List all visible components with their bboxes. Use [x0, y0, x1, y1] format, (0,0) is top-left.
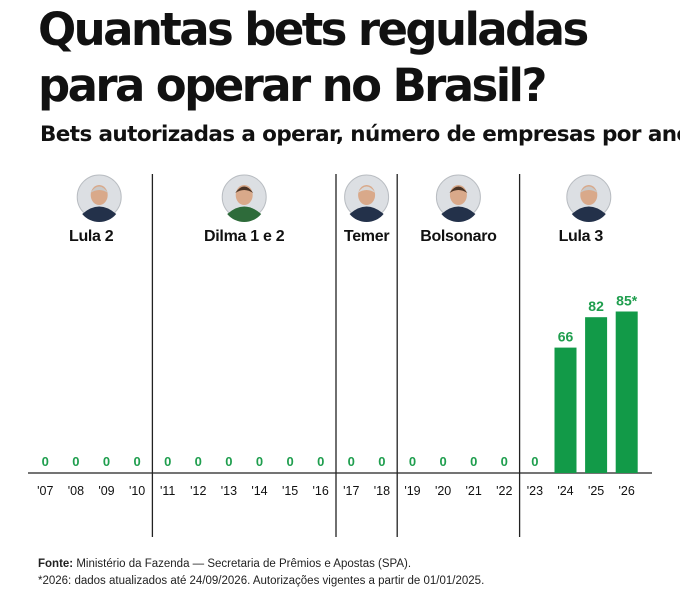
portrait-hair [235, 186, 254, 193]
x-tick-label: '07 [37, 484, 53, 498]
portrait-hair [449, 186, 468, 193]
x-tick-label: '16 [313, 484, 329, 498]
period-label: Dilma 1 e 2 [204, 228, 285, 245]
data-label: 0 [531, 454, 538, 469]
x-tick-label: '25 [588, 484, 604, 498]
period-label: Lula 2 [69, 228, 114, 245]
x-tick-label: '21 [466, 484, 482, 498]
data-label: 0 [409, 454, 416, 469]
x-tick-label: '19 [404, 484, 420, 498]
bar-chart: 0 '07 0 '08 0 '09 0 '10 0 '11 0 '12 0 '13 0 '14 0 '15 0 '16… [28, 174, 652, 537]
source-label: Fonte: [38, 558, 74, 570]
x-tick-label: '22 [496, 484, 512, 498]
source-text: Ministério da Fazenda — Secretaria de Pr… [73, 558, 412, 570]
portrait-shoulders [349, 206, 384, 223]
bar-24 [554, 347, 577, 473]
lula-portrait [76, 174, 122, 223]
portrait-shoulders [227, 206, 262, 223]
data-label: 0 [42, 454, 49, 469]
portrait-shoulders [441, 206, 476, 223]
x-tick-label: '20 [435, 484, 451, 498]
portrait-hair [357, 186, 376, 193]
period-label: Temer [344, 228, 389, 245]
data-label: 66 [558, 329, 574, 345]
source-note: Fonte: Ministério da Fazenda — Secretari… [38, 556, 668, 573]
data-label: 0 [133, 454, 140, 469]
data-label: 0 [501, 454, 508, 469]
page-title: Quantas bets reguladas para operar no Br… [38, 2, 658, 114]
data-label: 82 [588, 298, 604, 314]
portrait-hair [579, 186, 598, 193]
x-tick-label: '17 [343, 484, 359, 498]
data-label: 0 [256, 454, 263, 469]
portrait-shoulders [82, 206, 117, 223]
data-label: 0 [72, 454, 79, 469]
lula-portrait [566, 174, 612, 223]
period-label: Lula 3 [559, 228, 604, 245]
title-line-1: Quantas bets reguladas [38, 3, 589, 56]
data-label: 0 [378, 454, 385, 469]
data-label: 0 [470, 454, 477, 469]
data-label: 0 [195, 454, 202, 469]
x-tick-label: '26 [619, 484, 635, 498]
x-tick-label: '24 [557, 484, 573, 498]
x-tick-label: '11 [160, 484, 175, 498]
portrait-hair [90, 186, 109, 193]
bar-26 [615, 311, 638, 473]
chart-footer: Fonte: Ministério da Fazenda — Secretari… [38, 556, 668, 590]
x-tick-label: '08 [68, 484, 84, 498]
x-tick-label: '15 [282, 484, 298, 498]
data-label: 0 [439, 454, 446, 469]
dilma-portrait [221, 174, 267, 223]
data-label: 0 [348, 454, 355, 469]
x-tick-label: '23 [527, 484, 543, 498]
bar-25 [585, 317, 608, 473]
x-tick-label: '12 [190, 484, 206, 498]
x-tick-label: '18 [374, 484, 390, 498]
title-line-2: para operar no Brasil? [38, 59, 547, 112]
period-label: Bolsonaro [420, 228, 497, 245]
data-label: 0 [286, 454, 293, 469]
x-tick-label: '14 [251, 484, 267, 498]
footnote: *2026: dados atualizados até 24/09/2026.… [38, 575, 485, 587]
data-label: 0 [164, 454, 171, 469]
chart-subtitle: Bets autorizadas a operar, número de emp… [40, 122, 680, 147]
x-tick-label: '10 [129, 484, 145, 498]
data-label: 85* [616, 293, 638, 309]
portrait-shoulders [571, 206, 606, 223]
temer-portrait [344, 174, 390, 223]
bolsonaro-portrait [435, 174, 481, 223]
data-label: 0 [317, 454, 324, 469]
data-label: 0 [103, 454, 110, 469]
x-tick-label: '09 [98, 484, 114, 498]
x-tick-label: '13 [221, 484, 237, 498]
data-label: 0 [225, 454, 232, 469]
